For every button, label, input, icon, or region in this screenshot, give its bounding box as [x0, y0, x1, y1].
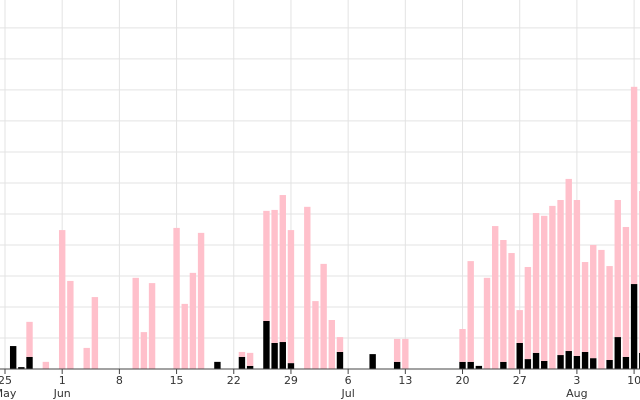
bar [91, 297, 99, 369]
x-tick-label: 1 [59, 374, 66, 387]
bar [467, 361, 474, 369]
bar [279, 195, 286, 343]
x-month-label: Jun [53, 387, 71, 400]
bar [9, 346, 17, 369]
bar [393, 338, 401, 362]
bar [516, 342, 523, 369]
x-tick-label: 13 [398, 374, 412, 387]
x-month-label: Jul [340, 387, 354, 400]
x-tick-label: 25 [0, 374, 12, 387]
x-tick-label: 22 [227, 374, 241, 387]
bar [614, 200, 621, 338]
bar [336, 351, 344, 369]
bar [304, 206, 311, 369]
bar [630, 86, 638, 285]
bar [312, 301, 319, 369]
bar [516, 310, 523, 343]
bar [181, 303, 188, 369]
x-tick-label: 29 [284, 374, 298, 387]
bar [287, 230, 295, 364]
bar [246, 365, 254, 369]
bar [532, 352, 540, 369]
bar [132, 277, 139, 369]
bar [622, 356, 630, 369]
x-tick-label: 6 [345, 374, 352, 387]
bar [565, 351, 572, 369]
bar [58, 230, 66, 369]
x-tick-label: 20 [456, 374, 470, 387]
bar [508, 253, 515, 369]
bar [393, 361, 401, 369]
bar [524, 266, 532, 360]
bar [402, 338, 409, 369]
bar [590, 358, 597, 369]
x-tick-label: 3 [573, 374, 580, 387]
bar [26, 321, 33, 357]
bar [18, 367, 25, 369]
bar [606, 360, 613, 369]
bar [483, 277, 491, 369]
bar [581, 351, 589, 369]
bar [500, 361, 507, 369]
bar [475, 365, 483, 369]
bar [467, 261, 474, 362]
bar [573, 200, 581, 356]
bar [541, 360, 548, 369]
bar [500, 240, 507, 362]
bar [271, 209, 278, 343]
bar [320, 263, 327, 369]
bar [590, 244, 597, 359]
bar [67, 280, 74, 369]
bar [565, 178, 572, 352]
bar [532, 213, 540, 353]
bar [148, 283, 156, 369]
bar [214, 361, 221, 369]
bar [459, 361, 466, 369]
bar [279, 342, 286, 369]
bar [263, 320, 270, 369]
bar [557, 355, 564, 369]
bar [581, 262, 589, 352]
bar [173, 227, 180, 369]
bar [42, 361, 50, 369]
bar [189, 272, 197, 369]
bar [614, 337, 621, 369]
bar [524, 359, 532, 369]
bar [246, 352, 254, 366]
bar [606, 266, 613, 361]
x-tick-label: 8 [116, 374, 123, 387]
bar [549, 205, 556, 369]
bar [197, 232, 205, 369]
bar [459, 328, 466, 362]
bar [630, 284, 638, 369]
bar [622, 226, 630, 357]
bar [328, 320, 335, 369]
bar [557, 200, 564, 356]
bar [83, 347, 90, 369]
bar [598, 249, 605, 369]
bar [263, 210, 270, 321]
bar [541, 215, 548, 361]
bar [26, 356, 33, 369]
bar [336, 337, 344, 352]
bar [573, 355, 581, 369]
x-month-label: May [0, 387, 17, 400]
bar [369, 354, 376, 369]
bar [271, 342, 278, 369]
bar [492, 226, 499, 369]
bar [140, 332, 148, 369]
x-tick-label: 15 [170, 374, 184, 387]
bar [287, 363, 295, 369]
x-tick-label: 10 [627, 374, 640, 387]
x-tick-label: 27 [513, 374, 527, 387]
bar [238, 356, 246, 369]
x-month-label: Aug [566, 387, 587, 400]
bar [238, 351, 246, 357]
